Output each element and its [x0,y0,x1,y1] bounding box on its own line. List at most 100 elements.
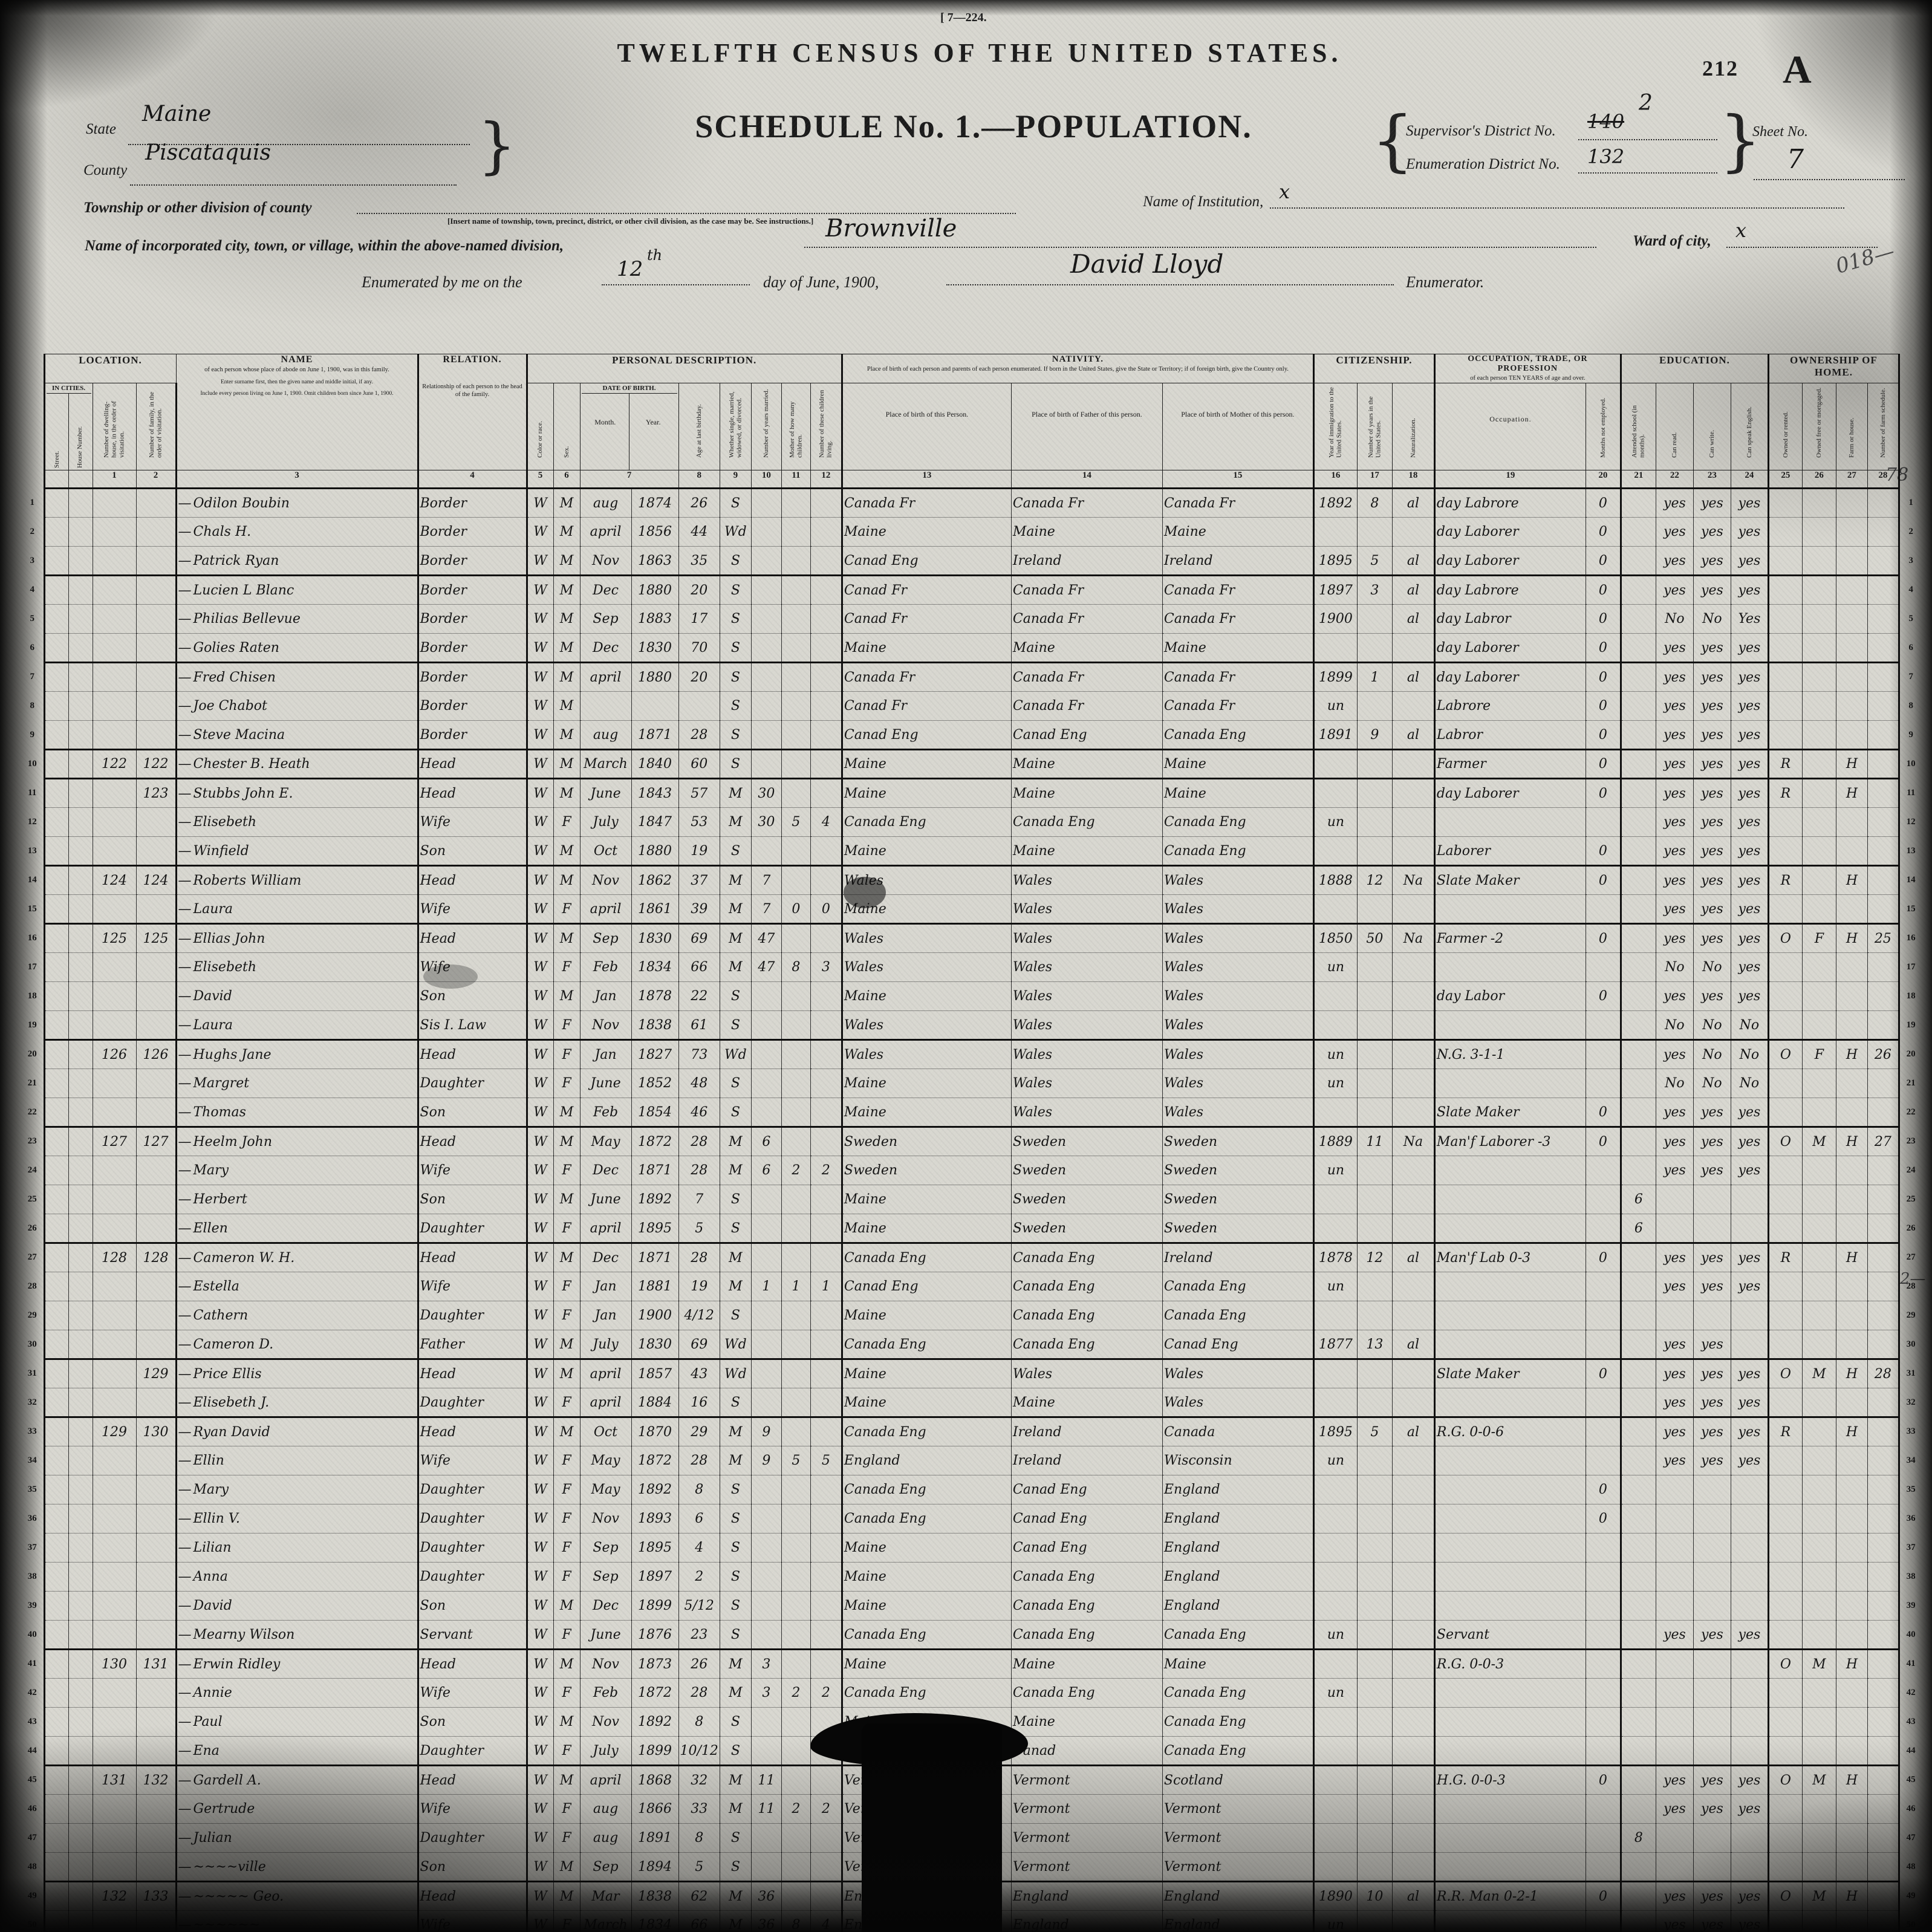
table-cell: yes [1731,777,1769,808]
table-cell: Wales [1011,1038,1163,1069]
column-header: Year of immigration to the United States… [1313,382,1358,470]
table-cell: 1900 [1313,604,1358,634]
table-cell [1867,517,1900,547]
state-label: State [86,121,116,137]
table-cell [93,777,137,808]
table-cell: O [1768,1358,1803,1388]
table-cell: 1843 [631,777,679,808]
table-cell [810,1301,843,1330]
table-cell [136,1214,177,1243]
table-cell: 127 [93,1125,137,1156]
table-cell: 1880 [631,836,679,866]
table-cell [1621,1446,1656,1475]
table-cell [43,633,69,663]
table-cell: Wife [418,1678,528,1708]
table-cell: 7 [678,1185,720,1214]
table-cell: yes [1656,1910,1694,1932]
row-number: 19 [27,1020,37,1030]
table-cell [781,691,811,721]
table-cell [781,1185,811,1214]
enumerated-day: 12 [617,257,643,281]
table-cell: Canada Fr [1011,574,1163,605]
table-cell: 0 [1586,748,1622,779]
table-cell [1867,777,1900,808]
table-cell [1434,1214,1586,1243]
table-cell [136,1504,177,1534]
row-number: 30 [27,1339,37,1349]
table-cell [1357,1910,1393,1932]
table-cell [1392,1794,1436,1824]
table-cell [1621,1475,1656,1504]
table-cell: day Labrore [1434,488,1586,518]
column-header: Number of family, in the order of visita… [135,382,177,470]
table-cell [1357,604,1393,634]
table-cell [1434,807,1586,837]
table-cell [810,574,843,605]
table-cell: F [553,1504,581,1534]
table-cell [1656,1736,1694,1766]
person-row: 22ThomasSonWMFeb185446SMaineWalesWalesSl… [21,1098,1922,1127]
table-cell: Wales [1162,1098,1315,1127]
table-cell [1621,981,1656,1011]
table-cell [810,1214,843,1243]
table-cell [1392,1620,1436,1650]
table-cell: Canada Fr [1011,691,1163,721]
column-header: 17 [1356,469,1393,489]
table-cell: H [1836,748,1868,779]
table-cell [781,1098,811,1127]
table-cell [1357,691,1393,721]
table-cell: 8 [678,1823,720,1853]
table-cell [1621,1852,1656,1882]
column-header: Age at last birthday. [678,382,720,470]
row-number: 41 [1906,1658,1916,1668]
row-number: 27 [1906,1252,1916,1262]
table-cell: W [527,1880,554,1911]
table-cell: S [720,1707,752,1737]
person-row: 37LilianDaughterWFSep18954SMaineCanad En… [21,1533,1922,1563]
table-cell [1656,1678,1694,1708]
table-cell: 8 [1621,1823,1656,1853]
table-cell [1357,894,1393,924]
row-number: 19 [1906,1020,1916,1030]
institution-line [1270,207,1844,209]
table-cell [781,1764,811,1795]
row-number: 41 [27,1658,37,1668]
table-cell: M [720,1416,752,1446]
table-cell [93,1823,137,1853]
table-cell [781,488,811,518]
person-row: 16125125Ellias JohnHeadWMSep183069M47Wal… [21,922,1922,953]
column-header: OCCUPATION, TRADE, OR PROFESSION of each … [1434,354,1622,383]
table-cell [68,807,93,837]
table-cell [1621,1533,1656,1563]
table-cell: 127 [136,1125,177,1156]
table-cell [1768,1475,1803,1504]
row-number: 45 [1906,1774,1916,1784]
table-cell: un [1313,1272,1358,1301]
table-cell [781,1068,811,1098]
table-cell: W [527,1358,554,1388]
table-cell: M [553,720,581,750]
table-cell: 44 [678,517,720,547]
table-cell [810,1038,843,1069]
table-cell [1357,1764,1393,1795]
table-cell [1731,1648,1769,1679]
table-cell [43,1125,69,1156]
row-number: 4 [1908,584,1913,594]
table-cell [136,604,177,634]
table-cell [781,1823,811,1853]
table-cell [43,1010,69,1040]
table-cell [1836,1010,1868,1040]
table-cell: Wales [1162,1358,1315,1388]
table-cell: W [527,836,554,866]
table-cell [1392,894,1436,924]
table-cell [1836,517,1868,547]
person-row: 18DavidSonWMJan187822SMaineWalesWalesday… [21,981,1922,1011]
table-cell: 1866 [631,1794,679,1824]
table-cell: yes [1656,777,1694,808]
table-cell: Maine [842,777,1012,808]
column-header: Whether single, married, widowed, or div… [719,382,752,470]
column-header: 20 [1585,469,1622,489]
table-cell: yes [1731,1156,1769,1185]
column-header: 27 [1835,469,1868,489]
table-cell: yes [1656,1764,1694,1795]
